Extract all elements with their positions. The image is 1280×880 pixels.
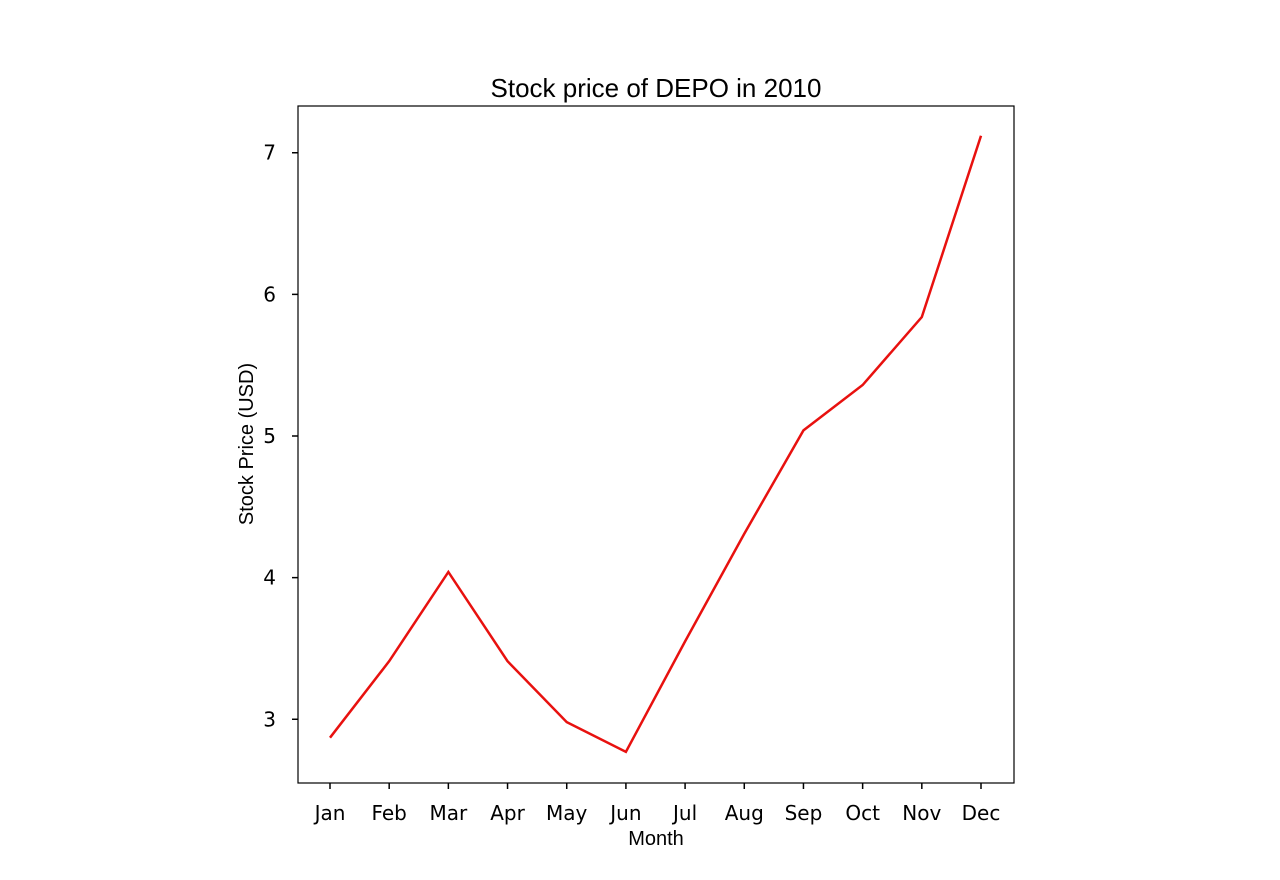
y-tick-label: 4 [263,566,276,590]
x-tick-label: Oct [845,801,880,825]
x-tick-label: Apr [490,801,525,825]
chart-title: Stock price of DEPO in 2010 [491,73,822,103]
y-axis: 3 4 5 6 7 [263,141,298,731]
x-tick-label: Jul [671,801,697,825]
y-tick-label: 7 [263,141,276,165]
series-lines [329,135,983,754]
series-line-0 [329,135,983,754]
x-tick-label: Jan [313,801,346,825]
x-tick-label: Feb [371,801,406,825]
y-tick-label: 5 [263,424,276,448]
x-tick-label: Dec [962,801,1001,825]
y-tick-label: 3 [263,707,276,731]
x-tick-label: May [546,801,588,825]
x-tick-label: Nov [902,801,941,825]
x-axis-label: Month [628,828,684,850]
x-axis: Jan Feb Mar Apr May Jun Jul Aug Sep Oct Nov Dec [313,783,1001,825]
y-tick-label: 6 [263,282,276,306]
x-tick-label: Sep [785,801,823,825]
plot-area [297,105,1015,784]
x-tick-label: Aug [725,801,764,825]
x-tick-label: Jun [608,801,641,825]
x-tick-label: Mar [429,801,468,825]
y-axis-label: Stock Price (USD) [236,363,258,525]
